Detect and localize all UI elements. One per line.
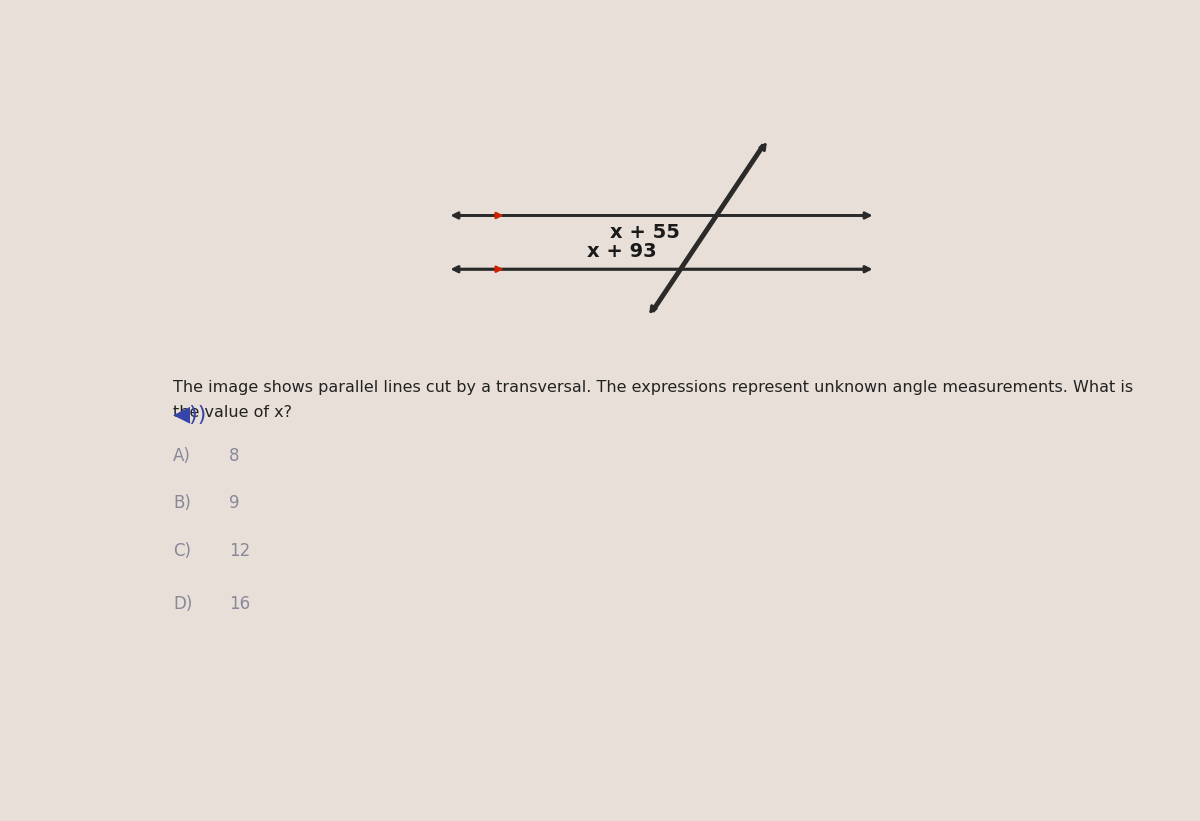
Text: 8: 8 [229, 447, 240, 465]
Text: x + 93: x + 93 [587, 242, 656, 261]
Text: A): A) [173, 447, 191, 465]
Text: The image shows parallel lines cut by a transversal. The expressions represent u: The image shows parallel lines cut by a … [173, 380, 1133, 395]
Text: x + 55: x + 55 [611, 223, 680, 242]
Text: 9: 9 [229, 494, 240, 512]
Text: C): C) [173, 542, 191, 560]
Text: B): B) [173, 494, 191, 512]
Text: ◀)): ◀)) [173, 405, 208, 424]
Text: the value of x?: the value of x? [173, 405, 293, 420]
Text: 12: 12 [229, 542, 251, 560]
Text: 16: 16 [229, 595, 250, 613]
Text: D): D) [173, 595, 193, 613]
